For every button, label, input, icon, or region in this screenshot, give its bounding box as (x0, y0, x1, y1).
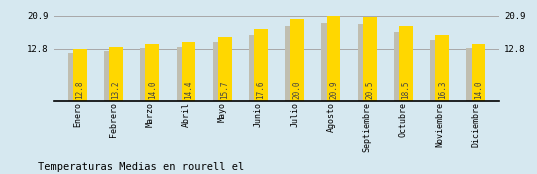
Bar (467, 49, 480, 101)
Text: 14.0: 14.0 (474, 80, 483, 99)
Bar (471, 44, 485, 101)
Text: 14.4: 14.4 (184, 80, 193, 99)
Text: 20.9: 20.9 (329, 80, 338, 99)
Bar (326, 16, 340, 101)
Text: 13.2: 13.2 (112, 80, 120, 99)
Bar (430, 40, 444, 101)
Bar (177, 47, 190, 101)
Text: 18.5: 18.5 (402, 80, 410, 99)
Text: 17.6: 17.6 (257, 80, 265, 99)
Bar (358, 24, 372, 101)
Bar (394, 32, 408, 101)
Bar (285, 26, 299, 101)
Bar (436, 35, 449, 101)
Bar (399, 26, 413, 101)
Bar (73, 49, 86, 101)
Bar (140, 49, 154, 101)
Text: 15.7: 15.7 (220, 80, 229, 99)
Text: 16.3: 16.3 (438, 80, 447, 99)
Bar (146, 44, 159, 101)
Bar (322, 23, 335, 101)
Bar (109, 47, 123, 101)
Bar (68, 53, 82, 101)
Bar (213, 42, 227, 101)
Text: 14.0: 14.0 (148, 80, 157, 99)
Bar (254, 29, 268, 101)
Bar (363, 17, 376, 101)
Text: 20.5: 20.5 (365, 80, 374, 99)
Bar (104, 52, 118, 101)
Text: Temperaturas Medias en rourell el: Temperaturas Medias en rourell el (38, 162, 244, 172)
Text: 12.8: 12.8 (75, 80, 84, 99)
Bar (291, 19, 304, 101)
Text: 20.0: 20.0 (293, 80, 302, 99)
Bar (218, 37, 231, 101)
Bar (249, 35, 263, 101)
Bar (182, 42, 195, 101)
